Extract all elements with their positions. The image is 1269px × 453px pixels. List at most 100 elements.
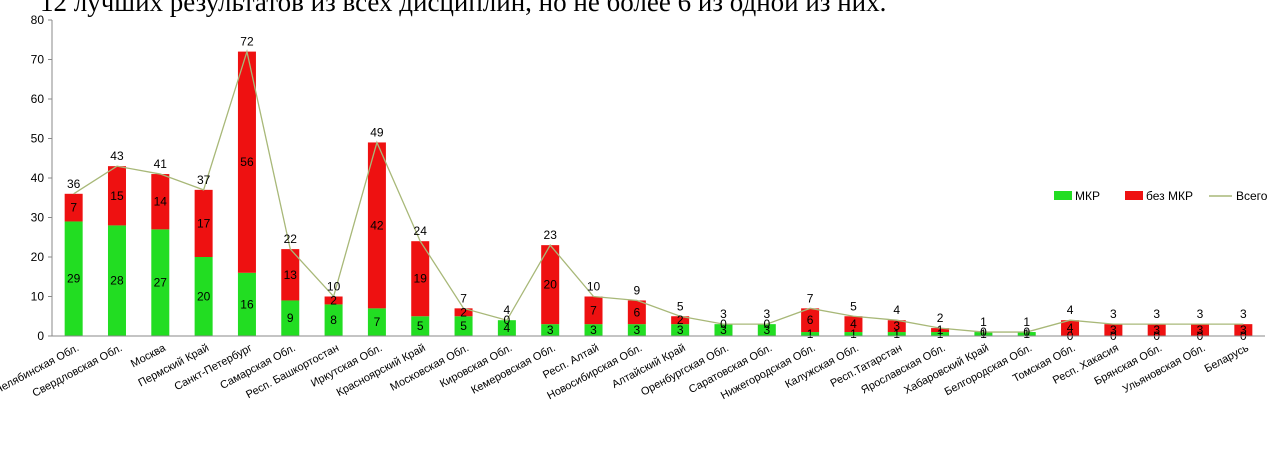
bar-mkr bbox=[974, 332, 993, 336]
label-bez-mkr: 3 bbox=[1153, 323, 1160, 337]
label-total: 4 bbox=[893, 303, 900, 317]
label-total: 3 bbox=[1197, 307, 1204, 321]
label-mkr: 3 bbox=[590, 323, 597, 337]
label-mkr: 3 bbox=[547, 323, 554, 337]
label-total: 1 bbox=[980, 315, 987, 329]
y-tick-label: 40 bbox=[31, 171, 45, 185]
series-line-total bbox=[73, 49, 1244, 333]
label-bez-mkr: 13 bbox=[284, 268, 298, 282]
label-total: 3 bbox=[1110, 307, 1117, 321]
label-bez-mkr: 3 bbox=[1110, 323, 1117, 337]
label-bez-mkr: 0 bbox=[504, 313, 511, 327]
label-bez-mkr: 6 bbox=[633, 305, 640, 319]
bar-mkr bbox=[324, 304, 343, 336]
bar-bez-mkr bbox=[541, 245, 560, 325]
label-mkr: 3 bbox=[677, 323, 684, 337]
label-total: 2 bbox=[937, 311, 944, 325]
label-total: 9 bbox=[633, 283, 640, 297]
label-bez-mkr: 3 bbox=[1240, 323, 1247, 337]
legend-label-mkr: МКР bbox=[1075, 189, 1100, 203]
label-total: 37 bbox=[197, 173, 211, 187]
label-total: 22 bbox=[284, 232, 298, 246]
y-tick-label: 0 bbox=[37, 329, 44, 343]
bars-group bbox=[64, 51, 1253, 336]
legend-label-total: Всего bbox=[1236, 189, 1268, 203]
label-bez-mkr: 0 bbox=[763, 317, 770, 331]
label-total: 1 bbox=[1023, 315, 1030, 329]
label-mkr: 1 bbox=[807, 327, 814, 341]
legend-label-bez-mkr: без МКР bbox=[1146, 189, 1193, 203]
bar-mkr bbox=[887, 332, 906, 336]
label-mkr: 28 bbox=[110, 274, 124, 288]
y-tick-label: 20 bbox=[31, 250, 45, 264]
label-total: 23 bbox=[544, 228, 558, 242]
y-tick-label: 70 bbox=[31, 53, 45, 67]
y-tick-label: 60 bbox=[31, 92, 45, 106]
label-mkr: 5 bbox=[460, 319, 467, 333]
label-mkr: 1 bbox=[850, 327, 857, 341]
label-mkr: 7 bbox=[374, 315, 381, 329]
label-mkr: 4 bbox=[504, 321, 511, 335]
label-total: 7 bbox=[807, 291, 814, 305]
label-bez-mkr: 19 bbox=[414, 272, 428, 286]
bar-bez-mkr bbox=[1234, 324, 1253, 336]
label-mkr: 29 bbox=[67, 272, 81, 286]
label-bez-mkr: 2 bbox=[330, 293, 337, 307]
label-total: 24 bbox=[414, 224, 428, 238]
bar-bez-mkr bbox=[844, 316, 863, 333]
label-bez-mkr: 6 bbox=[807, 313, 814, 327]
bar-mkr bbox=[497, 320, 516, 336]
bar-mkr bbox=[714, 324, 733, 336]
label-mkr: 3 bbox=[720, 323, 727, 337]
bar-mkr bbox=[541, 324, 560, 336]
label-bez-mkr: 7 bbox=[590, 303, 597, 317]
label-total: 3 bbox=[1153, 307, 1160, 321]
label-total: 41 bbox=[154, 157, 168, 171]
label-bez-mkr: 42 bbox=[370, 218, 384, 232]
bar-mkr bbox=[107, 225, 126, 336]
bar-bez-mkr bbox=[1191, 324, 1210, 336]
label-mkr: 1 bbox=[1023, 327, 1030, 341]
label-total: 43 bbox=[110, 149, 124, 163]
label-total: 3 bbox=[763, 307, 770, 321]
bar-bez-mkr bbox=[454, 308, 473, 317]
bar-mkr bbox=[194, 257, 213, 336]
bar-mkr bbox=[801, 332, 820, 336]
label-bez-mkr: 56 bbox=[240, 155, 254, 169]
label-total: 7 bbox=[460, 291, 467, 305]
label-bez-mkr: 20 bbox=[544, 278, 558, 292]
bar-bez-mkr bbox=[671, 316, 690, 325]
label-bez-mkr: 4 bbox=[1067, 321, 1074, 335]
bar-bez-mkr bbox=[64, 193, 83, 222]
bar-mkr bbox=[757, 324, 776, 336]
label-mkr: 27 bbox=[154, 276, 168, 290]
bar-mkr bbox=[454, 316, 473, 336]
label-bez-mkr: 2 bbox=[677, 313, 684, 327]
label-total: 10 bbox=[587, 280, 601, 294]
bar-bez-mkr bbox=[237, 51, 256, 273]
label-total: 36 bbox=[67, 177, 81, 191]
bar-bez-mkr bbox=[627, 300, 646, 325]
legend: МКР без МКР Всего bbox=[1054, 189, 1268, 203]
bar-mkr bbox=[281, 300, 300, 336]
label-total: 3 bbox=[720, 307, 727, 321]
label-mkr: 16 bbox=[240, 297, 254, 311]
bar-bez-mkr bbox=[324, 296, 343, 305]
label-total: 10 bbox=[327, 280, 341, 294]
y-tick-label: 50 bbox=[31, 132, 45, 146]
label-bez-mkr: 0 bbox=[980, 325, 987, 339]
legend-swatch-mkr bbox=[1054, 191, 1072, 200]
bar-mkr bbox=[844, 332, 863, 336]
bar-bez-mkr bbox=[107, 166, 126, 226]
label-bez-mkr: 0 bbox=[720, 317, 727, 331]
label-mkr: 20 bbox=[197, 290, 211, 304]
label-mkr: 3 bbox=[633, 323, 640, 337]
legend-swatch-bez-mkr bbox=[1125, 191, 1143, 200]
bar-bez-mkr bbox=[801, 308, 820, 333]
label-bez-mkr: 17 bbox=[197, 216, 211, 230]
page-header-text: 12 лучших результатов из всех дисциплин,… bbox=[40, 0, 887, 17]
label-mkr: 8 bbox=[330, 313, 337, 327]
bar-mkr bbox=[584, 324, 603, 336]
